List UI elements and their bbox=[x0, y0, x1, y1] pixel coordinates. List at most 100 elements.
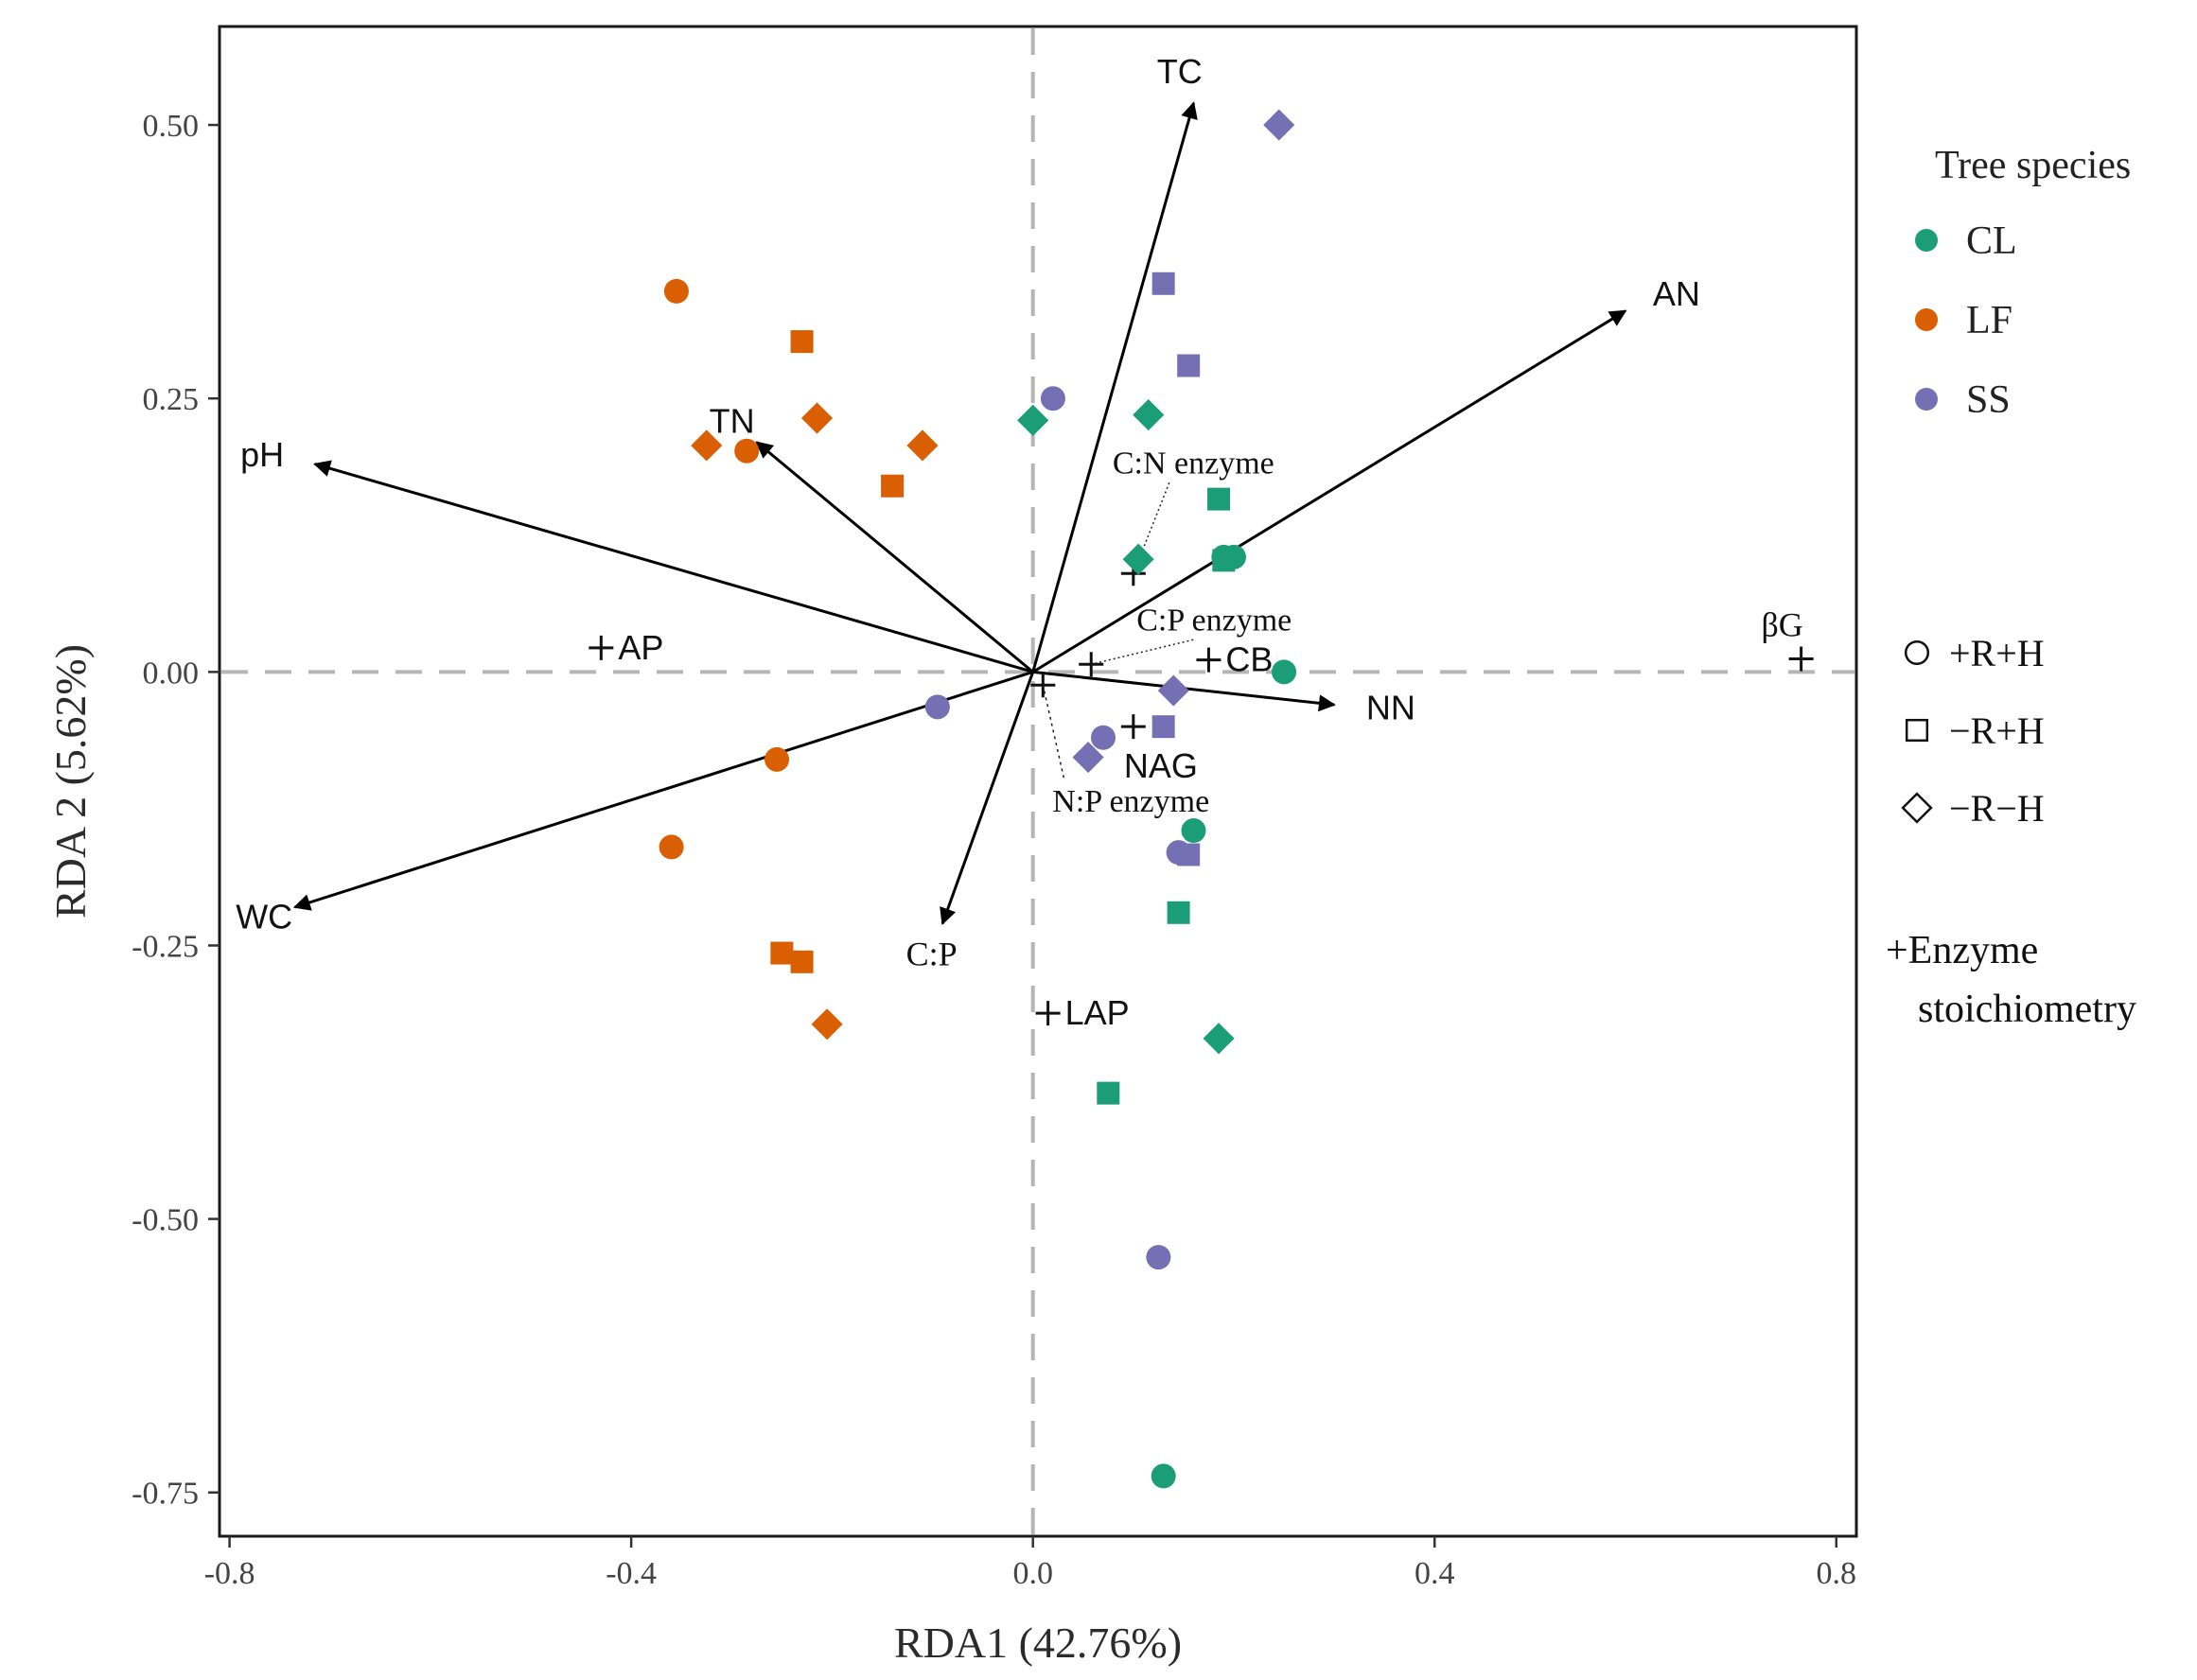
y-tick-label: -0.75 bbox=[132, 1477, 199, 1512]
arrow-line-ph bbox=[313, 460, 1034, 674]
legend-shape-label-diamond: −R−H bbox=[1949, 787, 2045, 830]
legend-swatch-ss bbox=[1915, 388, 1938, 411]
enzyme-label-n-p-enzyme: N:P enzyme bbox=[1052, 784, 1209, 819]
environment-vectors: TC AN TN pH NN WC C:P bbox=[236, 52, 1700, 972]
legend-item-lf: LF bbox=[1915, 299, 2012, 342]
data-point-cl-circle bbox=[1151, 1463, 1176, 1489]
enzyme-label-g: βG bbox=[1761, 605, 1802, 643]
data-point-lf-square bbox=[790, 950, 814, 973]
enzyme-point-ap: AP bbox=[589, 628, 663, 667]
data-point-ss-circle bbox=[1146, 1245, 1171, 1270]
data-point-ss-diamond bbox=[1263, 109, 1295, 141]
legend-label-ss: SS bbox=[1966, 378, 2011, 422]
data-point-ss-circle bbox=[1090, 725, 1116, 750]
legend-species: CL LF SS bbox=[1915, 219, 2017, 422]
data-point-cl-square bbox=[1212, 549, 1236, 572]
series-ss bbox=[924, 109, 1295, 1270]
x-tick-label: 0.4 bbox=[1415, 1556, 1455, 1591]
arrow-label-c-p: C:P bbox=[906, 935, 958, 972]
legend-shape-label-square: −R+H bbox=[1949, 709, 2045, 752]
enzyme-plus-lap bbox=[1035, 1001, 1061, 1026]
legend-label-cl: CL bbox=[1966, 219, 2017, 263]
data-point-cl-diamond bbox=[1122, 543, 1154, 575]
data-point-cl-diamond bbox=[1203, 1023, 1235, 1055]
plot-area: -0.8 -0.4 0.0 0.4 0.8 -0.75 -0.50 -0.25 0.00 0.2… bbox=[132, 25, 1858, 1591]
y-tick-label: -0.25 bbox=[132, 929, 199, 964]
x-tick-label: 0.0 bbox=[1012, 1556, 1053, 1591]
sample-points bbox=[659, 109, 1297, 1489]
data-point-ss-diamond bbox=[1072, 741, 1104, 774]
enzyme-plus-cb bbox=[1196, 647, 1222, 673]
data-point-cl-square bbox=[1097, 1081, 1120, 1105]
y-axis-ticks: -0.75 -0.50 -0.25 0.00 0.25 0.50 bbox=[132, 109, 220, 1512]
arrow-label-nn: NN bbox=[1366, 689, 1415, 727]
enzyme-label-cb: CB bbox=[1225, 640, 1273, 679]
enzyme-label-c-n-enzyme: C:N enzyme bbox=[1113, 446, 1274, 481]
legend-title: Tree species bbox=[1935, 144, 2131, 187]
enzyme-point-c-n-enzyme: C:N enzyme bbox=[1113, 446, 1274, 586]
data-point-lf-circle bbox=[663, 278, 689, 304]
enzyme-point-n-p-enzyme: N:P enzyme bbox=[1030, 673, 1209, 819]
arrow-line-wc bbox=[292, 670, 1034, 911]
arrow-label-tc: TC bbox=[1157, 52, 1203, 91]
data-point-lf-diamond bbox=[811, 1008, 843, 1041]
legend-shape-diamond bbox=[1901, 792, 1933, 824]
arrow-label-an: AN bbox=[1653, 274, 1700, 313]
legend-shapes: +R+H −R+H −R−H bbox=[1901, 632, 2045, 830]
legend-enzyme-line2: stoichiometry bbox=[1918, 988, 2136, 1031]
data-point-ss-circle bbox=[924, 694, 950, 720]
data-point-cl-circle bbox=[1272, 659, 1297, 685]
y-tick-label: 0.25 bbox=[143, 382, 200, 417]
enzyme-plus-g bbox=[1788, 646, 1814, 672]
enzyme-plus-c-p-enzyme bbox=[1079, 652, 1104, 677]
enzyme-label-c-p-enzyme: C:P enzyme bbox=[1136, 603, 1292, 638]
data-point-cl-square bbox=[1167, 901, 1190, 924]
x-axis-ticks: -0.8 -0.4 0.0 0.4 0.8 bbox=[204, 1536, 1856, 1591]
data-point-lf-circle bbox=[765, 746, 790, 772]
enzyme-plus-ap bbox=[589, 635, 614, 660]
arrow-line-tc bbox=[1031, 101, 1198, 673]
legend-item-cl: CL bbox=[1915, 219, 2017, 263]
arrow-tn: TN bbox=[710, 402, 1034, 674]
legend-shape-square bbox=[1905, 718, 1929, 743]
enzyme-point-cb: CB bbox=[1196, 640, 1273, 679]
data-point-ss-square bbox=[1177, 354, 1201, 377]
legend-shape-label-circle: +R+H bbox=[1949, 632, 2045, 674]
x-axis-label: RDA1 (42.76%) bbox=[894, 1619, 1182, 1667]
data-point-cl-diamond bbox=[1133, 399, 1165, 431]
arrow-line-an bbox=[1031, 309, 1627, 674]
reference-lines bbox=[221, 28, 1854, 1534]
arrow-line-c-p bbox=[940, 671, 1035, 926]
arrow-c-p: C:P bbox=[906, 671, 1035, 972]
y-tick-label: 0.00 bbox=[143, 656, 200, 691]
enzyme-stoichiometry-points: AP βG CB NAG LAP C:N enzyme C:P enzyme N:P enzy… bbox=[589, 446, 1814, 1032]
data-point-ss-diamond bbox=[1157, 674, 1189, 707]
legend-shape-circle bbox=[1904, 639, 1930, 666]
arrow-wc: WC bbox=[236, 670, 1034, 936]
data-point-lf-square bbox=[881, 474, 905, 498]
data-point-lf-diamond bbox=[691, 429, 723, 462]
arrow-label-ph: pH bbox=[240, 435, 284, 474]
arrow-an: AN bbox=[1031, 274, 1700, 674]
legend-label-lf: LF bbox=[1966, 299, 2012, 342]
legend-enzyme-line1: +Enzyme bbox=[1886, 929, 2038, 972]
data-point-lf-diamond bbox=[800, 402, 834, 434]
data-point-cl-circle bbox=[1181, 818, 1206, 844]
legend-swatch-cl bbox=[1915, 229, 1938, 252]
enzyme-point-c-p-enzyme: C:P enzyme bbox=[1079, 603, 1292, 677]
enzyme-leader-n-p-enzyme bbox=[1042, 685, 1065, 779]
data-point-lf-circle bbox=[734, 438, 760, 464]
data-point-cl-square bbox=[1207, 487, 1231, 511]
y-axis-label: RDA 2 (5.62%) bbox=[46, 644, 95, 919]
data-point-lf-square bbox=[790, 330, 814, 354]
legend: Tree species CL LF SS +R+H −R+H −R−H +Enzyme… bbox=[1886, 144, 2136, 1031]
enzyme-point-lap: LAP bbox=[1035, 993, 1130, 1032]
enzyme-point-g: βG bbox=[1761, 605, 1814, 672]
data-point-lf-circle bbox=[659, 834, 684, 860]
y-tick-label: 0.50 bbox=[143, 109, 200, 144]
enzyme-leader-c-p-enzyme bbox=[1091, 639, 1194, 665]
x-tick-label: -0.4 bbox=[606, 1556, 657, 1591]
data-point-lf-square bbox=[770, 941, 794, 965]
data-point-ss-square bbox=[1151, 715, 1175, 739]
